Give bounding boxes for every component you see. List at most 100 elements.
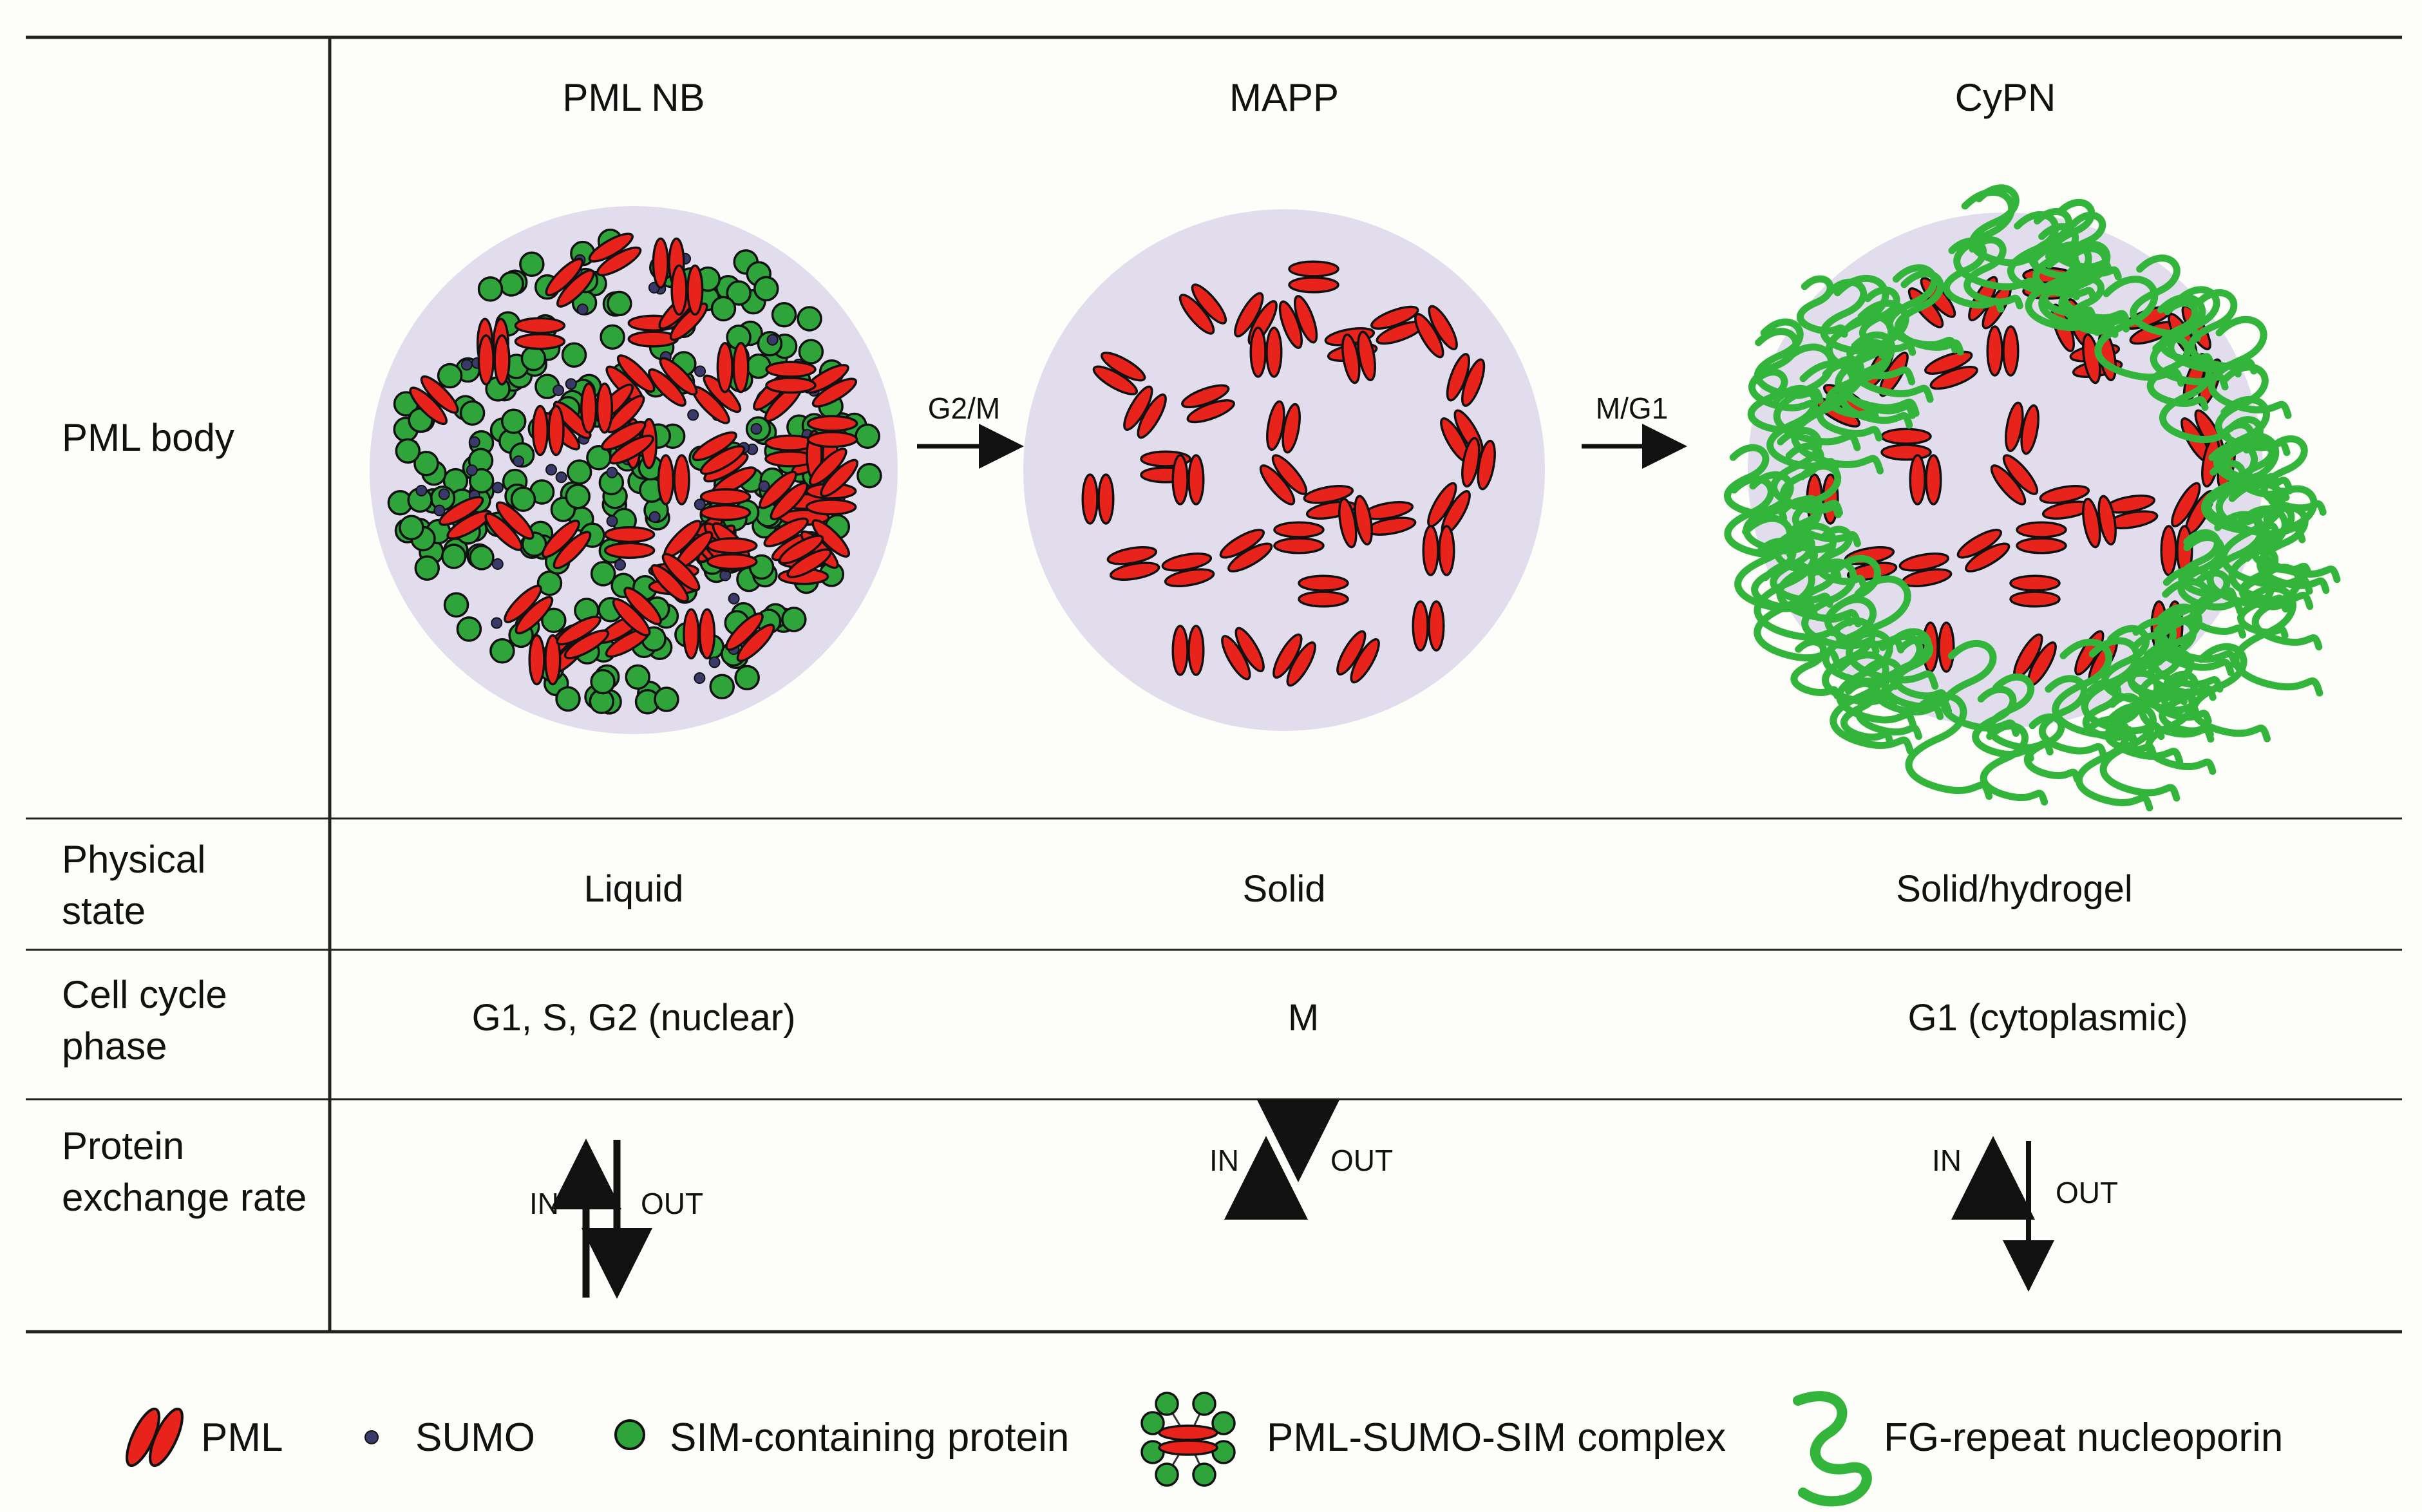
column-title-pml-nb: PML NB bbox=[562, 76, 705, 119]
sim-protein bbox=[565, 484, 591, 509]
pml-dimer bbox=[1106, 546, 1160, 581]
fg-nucleoporin bbox=[1830, 651, 1914, 755]
sumo bbox=[648, 511, 661, 523]
fg-nucleoporin bbox=[1724, 444, 1788, 522]
sim-protein bbox=[440, 543, 467, 569]
pml-nb-complexes bbox=[387, 228, 882, 715]
sumo bbox=[606, 466, 618, 478]
pml-dimer bbox=[759, 471, 809, 521]
svg-text:IN: IN bbox=[1932, 1144, 1962, 1177]
sumo bbox=[545, 464, 558, 476]
sim-protein bbox=[753, 276, 779, 302]
fg-nucleoporin bbox=[1840, 679, 1893, 744]
exchange-pml-nb: IN OUT bbox=[529, 1139, 703, 1299]
pml-dimer bbox=[1924, 350, 1978, 390]
sumo bbox=[694, 672, 706, 684]
svg-text:OUT: OUT bbox=[2056, 1176, 2118, 1209]
sumo-icon bbox=[364, 1430, 379, 1444]
fg-nucleoporin bbox=[1770, 427, 1844, 516]
pml-dimer bbox=[1412, 600, 1445, 652]
pml-dimer bbox=[477, 334, 511, 386]
pml-dimer bbox=[699, 488, 752, 522]
pml-dimer bbox=[670, 264, 704, 316]
cell-cycle-cypn: G1 (cytoplasmic) bbox=[1907, 997, 2188, 1039]
sumo bbox=[491, 617, 503, 629]
pml-dimer bbox=[1338, 495, 1373, 549]
fg-nucleoporin bbox=[2038, 241, 2114, 334]
pml-dimer bbox=[1880, 428, 1932, 461]
sim-protein bbox=[413, 451, 439, 477]
pml-dimer bbox=[1298, 574, 1349, 608]
fg-nucleoporin bbox=[2251, 563, 2323, 651]
fg-nucleoporin bbox=[1825, 274, 1916, 386]
pml-dimer bbox=[409, 375, 459, 426]
pml-dimer bbox=[1171, 454, 1205, 506]
fg-nucleoporin bbox=[1766, 384, 1840, 475]
pml-dimer bbox=[648, 357, 698, 407]
fg-nucleoporin bbox=[1894, 270, 1964, 355]
pml-dimer bbox=[706, 537, 758, 571]
sumo bbox=[614, 559, 627, 571]
legend-label-nucleoporin: FG-repeat nucleoporin bbox=[1884, 1415, 2283, 1460]
pml-dimer bbox=[657, 454, 690, 506]
sim-protein bbox=[399, 515, 424, 541]
pml-dimer bbox=[1336, 630, 1380, 684]
pml-dimer bbox=[603, 525, 656, 559]
pml-dimer bbox=[2005, 401, 2039, 455]
pml-dimer bbox=[1909, 454, 1942, 506]
pml-dimer bbox=[1341, 330, 1376, 384]
fg-nucleoporin bbox=[1748, 328, 1821, 417]
pml-dimer bbox=[1221, 627, 1265, 681]
pml-dimer bbox=[612, 587, 662, 637]
fg-nucleoporin bbox=[2052, 638, 2138, 744]
legend-label-sumo: SUMO bbox=[415, 1415, 535, 1460]
fg-nucleoporin bbox=[1797, 275, 1848, 338]
legend: PML SUMO SIM-containing protein PML-SUMO… bbox=[126, 1391, 2283, 1507]
pml-dimer bbox=[542, 519, 592, 569]
pml-dimer bbox=[2016, 521, 2067, 554]
physical-state-pml-nb: Liquid bbox=[584, 868, 684, 910]
pml-dimer bbox=[580, 383, 614, 434]
sim-protein bbox=[710, 296, 737, 322]
sim-protein bbox=[734, 665, 760, 691]
pml-dimer bbox=[1273, 521, 1325, 554]
sim-protein bbox=[519, 251, 545, 278]
sumo bbox=[513, 455, 525, 468]
fg-nucleoporin bbox=[1972, 686, 2034, 762]
pml-dimer bbox=[1461, 437, 1496, 491]
pml-dimer bbox=[528, 634, 562, 686]
pml-dimer bbox=[716, 342, 750, 393]
pml-dimer bbox=[1288, 260, 1339, 294]
pml-dimer bbox=[601, 421, 654, 465]
row-label-cell-cycle: Cell cycle phase bbox=[62, 973, 238, 1068]
sim-protein bbox=[414, 555, 440, 581]
physical-state-mapp: Solid bbox=[1243, 868, 1326, 910]
sim-protein-icon bbox=[614, 1419, 645, 1450]
pml-dimer bbox=[1446, 353, 1486, 407]
sim-protein bbox=[555, 686, 581, 712]
pml-dimer bbox=[514, 317, 566, 350]
cypn-nucleoporin-shell bbox=[1724, 184, 2341, 811]
sumo bbox=[555, 471, 567, 484]
pml-dimer bbox=[531, 404, 565, 457]
sim-protein bbox=[709, 674, 735, 700]
sim-protein bbox=[498, 271, 524, 297]
sim-protein bbox=[855, 423, 880, 449]
mapp-pml-network bbox=[1081, 260, 1496, 687]
fg-nucleoporin bbox=[1770, 530, 1833, 608]
sim-protein bbox=[541, 607, 567, 634]
pml-dimer bbox=[765, 361, 817, 394]
pml-dimer bbox=[1249, 326, 1283, 378]
sim-protein bbox=[477, 276, 504, 302]
cell-cycle-pml-nb: G1, S, G2 (nuclear) bbox=[472, 997, 796, 1039]
svg-text:OUT: OUT bbox=[1330, 1144, 1393, 1177]
svg-text:IN: IN bbox=[1209, 1144, 1239, 1177]
pml-dimer bbox=[650, 553, 701, 603]
pml-dimer bbox=[806, 415, 858, 448]
sim-protein bbox=[590, 561, 616, 587]
pml-dimer bbox=[683, 608, 716, 660]
sim-protein bbox=[489, 638, 515, 664]
svg-text:OUT: OUT bbox=[641, 1187, 703, 1220]
pml-dimer bbox=[1081, 473, 1115, 525]
